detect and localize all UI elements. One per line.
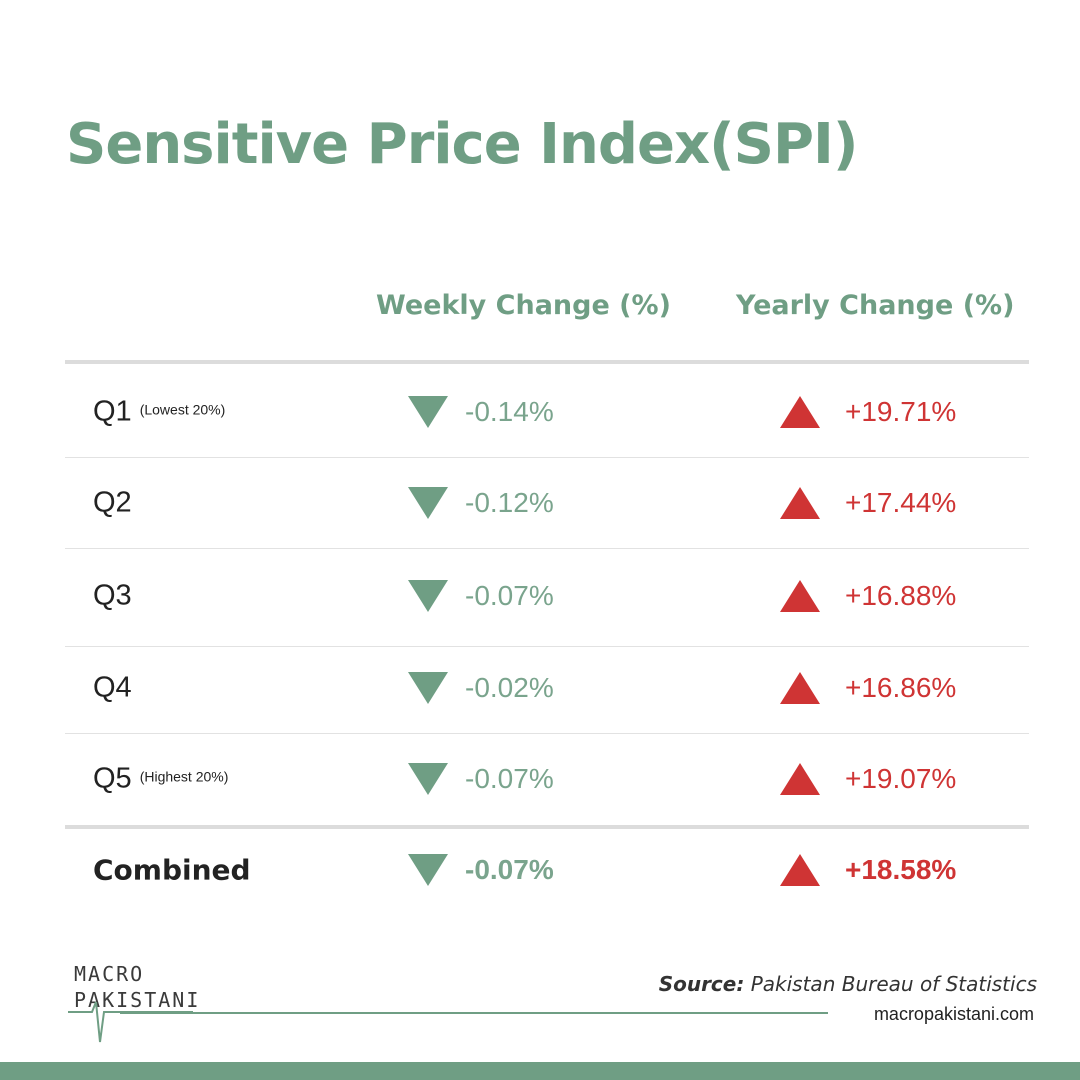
weekly-change-value: -0.02%	[465, 672, 554, 703]
table-row: Q2 -0.12% +17.44%	[65, 473, 1029, 533]
table-row: Q3 -0.07% +16.88%	[65, 566, 1029, 626]
row-label: Q5 (Highest 20%)	[93, 762, 229, 795]
page-title: Sensitive Price Index(SPI)	[66, 112, 858, 177]
combined-yearly-value: +18.58%	[845, 854, 957, 885]
table-row: Q4 -0.02% +16.86%	[65, 658, 1029, 718]
triangle-up-icon	[780, 396, 820, 428]
header-divider	[65, 360, 1029, 364]
triangle-up-icon	[780, 580, 820, 612]
row-label: Q1 (Lowest 20%)	[93, 395, 226, 428]
weekly-change-header: Weekly Change (%)	[376, 290, 671, 321]
weekly-change-value: -0.07%	[465, 763, 554, 794]
weekly-change-value: -0.07%	[465, 580, 554, 611]
heartbeat-icon	[68, 1001, 193, 1043]
source-text: Pakistan Bureau of Statistics	[750, 972, 1037, 996]
row-label: Q3	[93, 579, 132, 612]
yearly-change-header: Yearly Change (%)	[736, 290, 1015, 321]
macro-pakistani-logo: MACRO PAKISTANI	[68, 962, 198, 1044]
triangle-down-icon	[408, 672, 448, 704]
table-row: Q5 (Highest 20%) -0.07% +19.07%	[65, 749, 1029, 809]
combined-weekly-value: -0.07%	[465, 854, 554, 885]
combined-label: Combined	[93, 853, 251, 887]
triangle-down-icon	[408, 854, 448, 886]
table-row: Q1 (Lowest 20%) -0.14% +19.71%	[65, 382, 1029, 442]
yearly-change-value: +17.44%	[845, 487, 957, 518]
yearly-change-value: +19.71%	[845, 396, 957, 427]
logo-text-line1: MACRO	[74, 962, 145, 986]
row-divider	[65, 457, 1029, 458]
row-sublabel: (Highest 20%)	[139, 768, 229, 785]
triangle-down-icon	[408, 580, 448, 612]
website-url: macropakistani.com	[873, 1004, 1034, 1024]
row-divider	[65, 733, 1029, 734]
triangle-up-icon	[780, 487, 820, 519]
combined-row: Combined -0.07% +18.58%	[65, 840, 1029, 900]
row-divider	[65, 548, 1029, 549]
combined-divider	[65, 825, 1029, 829]
triangle-down-icon	[408, 487, 448, 519]
weekly-change-value: -0.12%	[465, 487, 554, 518]
row-sublabel: (Lowest 20%)	[139, 401, 226, 418]
triangle-up-icon	[780, 854, 820, 886]
triangle-up-icon	[780, 672, 820, 704]
logo-text-line2: PAKISTANI	[74, 988, 201, 1012]
yearly-change-value: +19.07%	[845, 763, 957, 794]
bottom-accent-bar	[0, 1062, 1080, 1080]
triangle-down-icon	[408, 763, 448, 795]
row-divider	[65, 646, 1029, 647]
source-label: Source:	[658, 972, 745, 996]
triangle-down-icon	[408, 396, 448, 428]
source-credit: Source: Pakistan Bureau of Statistics	[659, 972, 1037, 996]
weekly-change-value: -0.14%	[465, 396, 554, 427]
yearly-change-value: +16.88%	[845, 580, 957, 611]
row-label: Q2	[93, 486, 132, 519]
footer-divider	[120, 1012, 828, 1014]
triangle-up-icon	[780, 763, 820, 795]
row-label: Q4	[93, 671, 132, 704]
yearly-change-value: +16.86%	[845, 672, 957, 703]
